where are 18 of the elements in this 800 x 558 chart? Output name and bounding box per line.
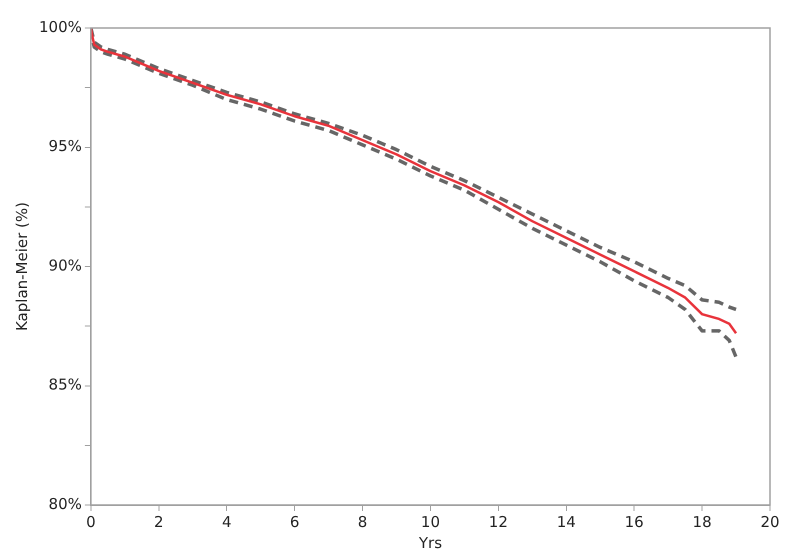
x-tick-label: 6	[290, 512, 300, 531]
y-tick-label: 100%	[38, 18, 82, 36]
x-tick-label: 8	[358, 512, 368, 531]
x-tick-label: 0	[86, 512, 96, 531]
y-axis-title: Kaplan-Meier (%)	[12, 202, 31, 332]
y-tick-label: 95%	[48, 137, 82, 156]
x-tick-label: 18	[692, 512, 712, 531]
y-tick-label: 85%	[48, 376, 82, 394]
x-axis-title: Yrs	[418, 534, 442, 552]
x-tick-label: 12	[488, 512, 508, 531]
x-tick-label: 16	[624, 512, 644, 531]
x-tick-label: 2	[154, 512, 164, 531]
x-tick-label: 10	[420, 512, 440, 531]
x-tick-label: 20	[760, 512, 780, 531]
x-tick-label: 14	[556, 512, 576, 531]
x-tick-label: 4	[222, 512, 232, 531]
y-tick-label: 80%	[48, 494, 82, 513]
y-tick-label: 90%	[48, 256, 82, 274]
